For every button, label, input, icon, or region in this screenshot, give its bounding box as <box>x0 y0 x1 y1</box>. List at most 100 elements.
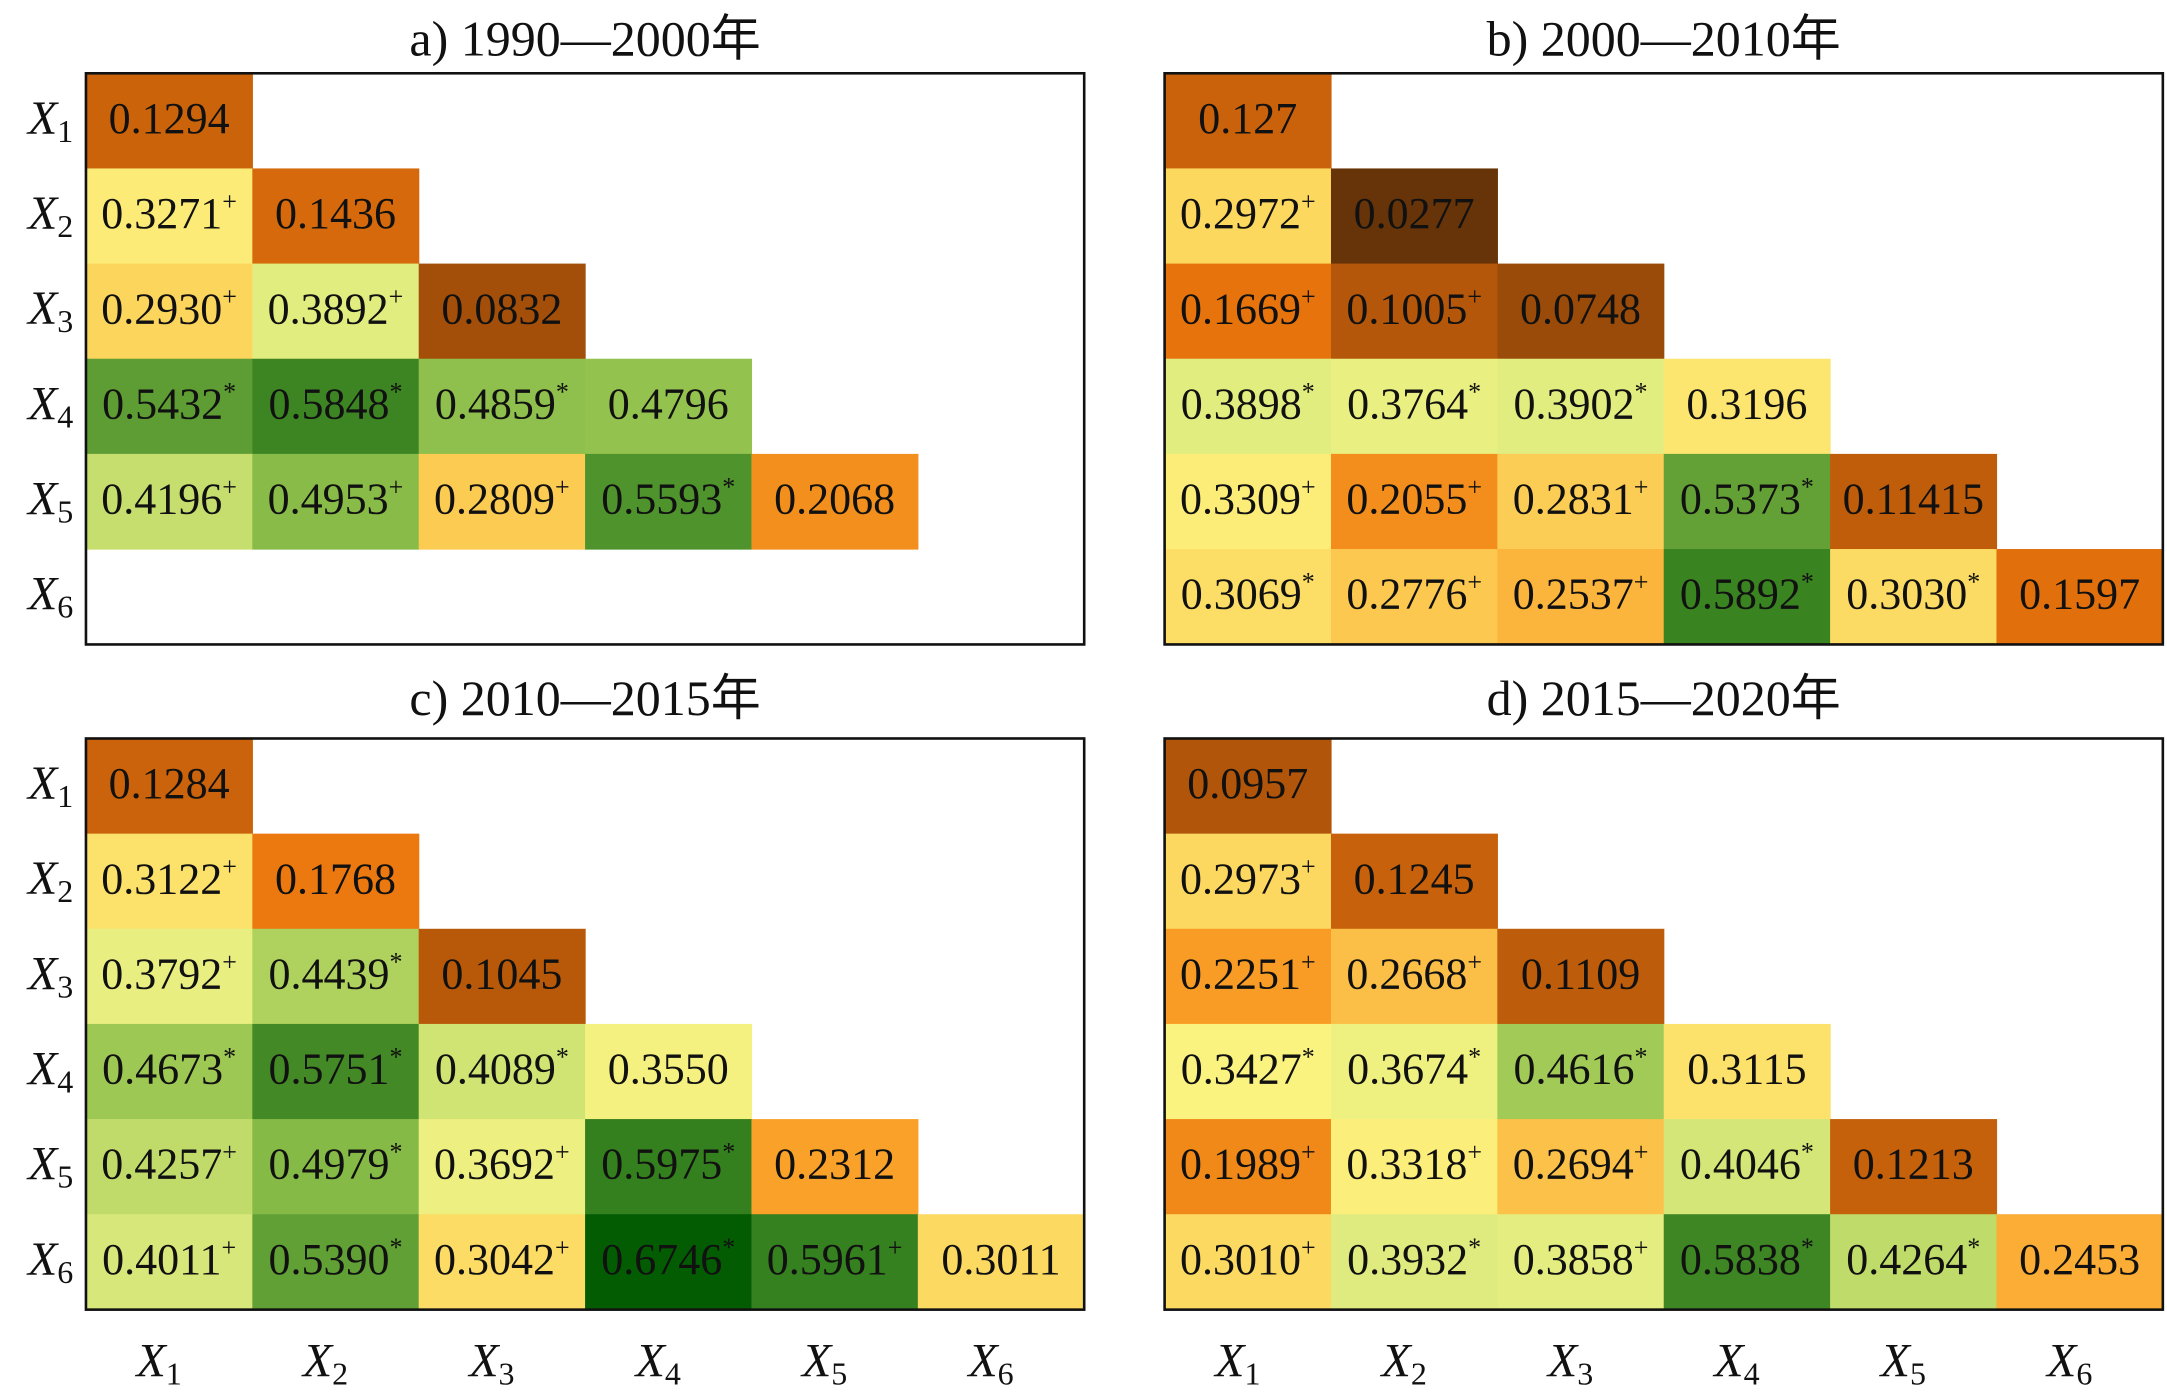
cell-value-label: 0.4859* <box>435 377 569 428</box>
cell-value-label: 0.4616* <box>1514 1042 1648 1093</box>
heatmap-cell <box>1663 1214 1831 1310</box>
heatmap-cell <box>585 1214 753 1310</box>
heatmap-cell <box>252 833 420 930</box>
panel-title-c: c) 2010—2015年 <box>409 670 760 726</box>
cell-value-label: 0.1294 <box>109 94 230 143</box>
panel-b-2000-2010: b) 2000—2010年 0.127 0.2972+ 0.0277 0.1669+ 0… <box>1163 10 2165 646</box>
cell-value-label: 0.2831+ <box>1513 472 1649 523</box>
panel-title-a: a) 1990—2000年 <box>409 10 760 66</box>
cell-value-label: 0.3030* <box>1846 568 1980 619</box>
heatmap-cell <box>85 738 253 835</box>
cell-value-label: 0.5892* <box>1680 568 1814 619</box>
heatmap-cell <box>751 453 919 550</box>
cell-value-label: 0.2809+ <box>434 472 570 523</box>
cell-value-label: 0.4953+ <box>268 472 404 523</box>
heatmap-cell <box>1164 358 1332 455</box>
panel-frame <box>1163 737 2165 1311</box>
heatmap-cell <box>252 263 420 360</box>
cell-value-label: 0.4196+ <box>101 472 237 523</box>
heatmap-cell <box>1830 1214 1998 1310</box>
heatmap-cell <box>1164 1214 1332 1310</box>
cell-value-label: 0.3010+ <box>1180 1233 1316 1284</box>
cell-value-label: 0.2668+ <box>1346 947 1482 998</box>
cell-value-label: 0.0277 <box>1354 189 1475 238</box>
heatmap-cell <box>1830 453 1998 550</box>
cell-value-label: 0.5432* <box>102 377 236 428</box>
heatmap-cell <box>418 1023 586 1120</box>
heatmap-cell <box>1164 1119 1332 1215</box>
cell-value-label: 0.4673* <box>102 1042 236 1093</box>
row-label: X6 <box>26 568 73 625</box>
heatmap-cell <box>1330 1023 1498 1120</box>
cell-value-label: 0.5390* <box>269 1233 403 1284</box>
panel-title-b: b) 2000—2010年 <box>1487 10 1841 66</box>
cell-value-label: 0.2068 <box>774 475 895 524</box>
heatmap-cell <box>252 1214 420 1310</box>
heatmap-cell <box>252 453 420 550</box>
cell-value-label: 0.3892+ <box>268 282 404 333</box>
cell-value-label: 0.5975* <box>601 1138 735 1189</box>
row-label: X4 <box>26 1043 73 1100</box>
cell-value-label: 0.5848* <box>269 377 403 428</box>
heatmap-cell <box>418 263 586 360</box>
row-label: X3 <box>26 947 73 1004</box>
cell-value-label: 0.1669+ <box>1180 282 1316 333</box>
cell-value-label: 0.6746* <box>601 1233 735 1284</box>
heatmap-cell <box>85 453 253 550</box>
cell-value-label: 0.0957 <box>1187 759 1308 808</box>
cell-value-label: 0.2973+ <box>1180 852 1316 903</box>
cell-value-label: 0.3309+ <box>1180 472 1316 523</box>
cell-value-label: 0.3764* <box>1347 377 1481 428</box>
column-label: X1 <box>134 1335 181 1392</box>
cell-value-label: 0.4979* <box>269 1138 403 1189</box>
row-label: X1 <box>26 92 73 149</box>
heatmap-cell <box>1330 928 1498 1025</box>
heatmap-cell <box>1497 453 1665 550</box>
cell-value-label: 0.3692+ <box>434 1138 570 1189</box>
heatmap-cell <box>1497 1023 1665 1120</box>
cell-value-label: 0.2694+ <box>1513 1138 1649 1189</box>
cell-value-label: 0.3115 <box>1687 1045 1806 1094</box>
column-label: X3 <box>467 1335 514 1392</box>
heatmap-cell <box>252 1119 420 1215</box>
heatmap-cell <box>1330 263 1498 360</box>
heatmap-cell <box>751 1214 919 1310</box>
heatmap-cell <box>1330 1214 1498 1310</box>
heatmap-cell <box>85 1119 253 1215</box>
heatmap-cell <box>85 1023 253 1120</box>
heatmap-cell <box>1330 549 1498 645</box>
cell-value-label: 0.4011+ <box>102 1233 236 1284</box>
cell-value-label: 0.2537+ <box>1513 568 1649 619</box>
heatmap-cell <box>85 928 253 1025</box>
cell-value-label: 0.0832 <box>441 284 562 333</box>
heatmap-cell <box>85 1214 253 1310</box>
heatmap-cell <box>751 1119 919 1215</box>
cell-value-label: 0.3792+ <box>101 947 237 998</box>
cell-value-label: 0.2930+ <box>101 282 237 333</box>
cell-value-label: 0.2453 <box>2019 1235 2140 1284</box>
heatmap-cell <box>1497 549 1665 645</box>
cell-value-label: 0.1045 <box>441 949 562 998</box>
heatmap-cell <box>1330 168 1498 265</box>
heatmap-cell <box>85 833 253 930</box>
cell-value-label: 0.1436 <box>275 189 396 238</box>
heatmap-cell <box>1164 73 1332 170</box>
cell-value-label: 0.3550 <box>608 1045 729 1094</box>
cell-value-label: 0.1245 <box>1354 854 1475 903</box>
column-label: X6 <box>2045 1335 2092 1392</box>
cell-value-label: 0.2776+ <box>1346 568 1482 619</box>
heatmap-cell <box>585 1119 753 1215</box>
column-label: X2 <box>301 1335 348 1392</box>
heatmap-cell <box>1330 1119 1498 1215</box>
cell-value-label: 0.2055+ <box>1346 472 1482 523</box>
cell-value-label: 0.2972+ <box>1180 187 1316 238</box>
row-label: X2 <box>26 187 73 244</box>
column-label: X4 <box>1712 1335 1759 1392</box>
cell-value-label: 0.11415 <box>1843 475 1984 524</box>
heatmap-cell <box>1497 263 1665 360</box>
cell-value-label: 0.4257+ <box>101 1138 237 1189</box>
heatmap-cell <box>585 453 753 550</box>
heatmap-cell <box>1830 549 1998 645</box>
column-label: X1 <box>1213 1335 1260 1392</box>
